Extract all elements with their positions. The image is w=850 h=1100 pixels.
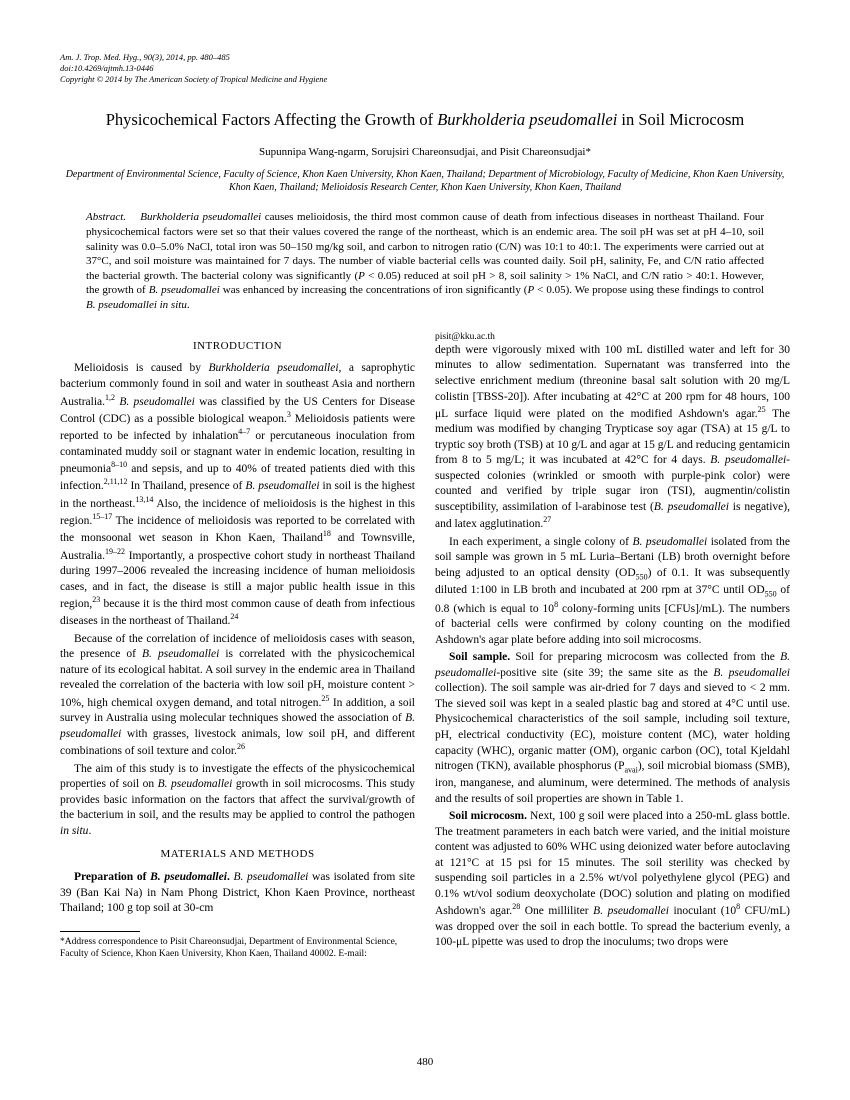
authors: Supunnipa Wang-ngarm, Sorujsiri Chareons… [60, 145, 790, 160]
abstract: Abstract. Burkholderia pseudomallei caus… [86, 210, 764, 312]
intro-para-1: Melioidosis is caused by Burkholderia ps… [60, 361, 415, 629]
intro-para-3: The aim of this study is to investigate … [60, 762, 415, 840]
methods-para-1: Preparation of B. pseudomallei. B. pseud… [60, 870, 415, 917]
methods-para-4: Soil microcosm. Next, 100 g soil were pl… [435, 809, 790, 950]
journal-line: Am. J. Trop. Med. Hyg., 90(3), 2014, pp.… [60, 52, 790, 63]
methods-para-1-cont: depth were vigorously mixed with 100 mL … [435, 343, 790, 533]
page-number: 480 [0, 1055, 850, 1070]
doi-line: doi:10.4269/ajtmh.13-0446 [60, 63, 790, 74]
affiliations: Department of Environmental Science, Fac… [60, 168, 790, 194]
copyright-line: Copyright © 2014 by The American Society… [60, 74, 790, 85]
footnote-divider [60, 931, 140, 932]
header-meta: Am. J. Trop. Med. Hyg., 90(3), 2014, pp.… [60, 52, 790, 85]
title-pre: Physicochemical Factors Affecting the Gr… [106, 110, 437, 129]
intro-para-2: Because of the correlation of incidence … [60, 632, 415, 760]
abstract-label: Abstract. [86, 211, 126, 223]
heading-methods: MATERIALS AND METHODS [60, 847, 415, 862]
methods-para-3: Soil sample. Soil for preparing microcos… [435, 650, 790, 807]
heading-introduction: INTRODUCTION [60, 339, 415, 354]
methods-para-2: In each experiment, a single colony of B… [435, 535, 790, 649]
body-columns: INTRODUCTION Melioidosis is caused by Bu… [60, 331, 790, 961]
title-species: Burkholderia pseudomallei [437, 110, 617, 129]
title-post: in Soil Microcosm [617, 110, 744, 129]
article-title: Physicochemical Factors Affecting the Gr… [60, 109, 790, 131]
